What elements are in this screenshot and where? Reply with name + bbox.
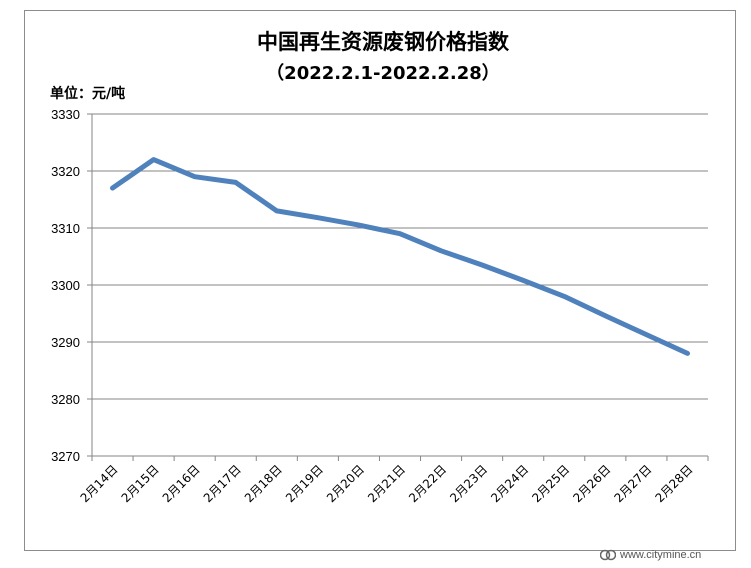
x-tick-label: 2月25日	[529, 462, 572, 505]
data-point	[276, 210, 278, 212]
x-tick-label: 2月28日	[653, 462, 696, 505]
y-tick-label: 3320	[51, 164, 80, 179]
y-tick-labels: 3270 3280 3290 3300 3310 3320 3330	[51, 107, 80, 464]
chart-frame	[24, 10, 736, 551]
data-point	[317, 217, 319, 219]
data-point	[235, 181, 237, 183]
chart-subtitle: （2022.2.1-2022.2.28）	[266, 63, 500, 84]
x-tick-label: 2月15日	[119, 462, 162, 505]
watermark-text: www.citymine.cn	[620, 549, 702, 561]
x-tick-label: 2月23日	[447, 462, 490, 505]
watermark: www.citymine.cn	[599, 549, 702, 561]
x-tick-label: 2月26日	[570, 462, 613, 505]
data-point	[563, 295, 565, 297]
y-tick-label: 3310	[51, 221, 80, 236]
y-tick-label: 3330	[51, 107, 80, 122]
y-tick-label: 3300	[51, 278, 80, 293]
data-point	[604, 315, 606, 317]
x-tick-labels: 2月14日2月15日2月16日2月17日2月18日2月19日2月20日2月21日…	[78, 462, 696, 505]
unit-label: 单位：元/吨	[50, 85, 125, 102]
data-point	[358, 224, 360, 226]
data-point	[686, 352, 688, 354]
grid-lines	[92, 113, 708, 400]
data-point	[522, 279, 524, 281]
x-tick-label: 2月24日	[488, 462, 531, 505]
y-tick-label: 3290	[51, 335, 80, 350]
x-tick-label: 2月17日	[201, 462, 244, 505]
x-tick-label: 2月16日	[160, 462, 203, 505]
data-point	[399, 233, 401, 235]
chart-title: 中国再生资源废钢价格指数	[257, 30, 510, 54]
x-tick-label: 2月27日	[611, 462, 654, 505]
y-tick-label: 3270	[51, 449, 80, 464]
series-line	[110, 157, 690, 356]
data-point	[481, 264, 483, 266]
x-tick-label: 2月20日	[324, 462, 367, 505]
x-tick-label: 2月19日	[283, 462, 326, 505]
citymine-logo-icon	[599, 549, 617, 561]
data-point	[440, 250, 442, 252]
x-tick-label: 2月21日	[365, 462, 408, 505]
data-point	[645, 334, 647, 336]
y-tick-label: 3280	[51, 392, 80, 407]
x-tick-label: 2月18日	[242, 462, 285, 505]
x-tick-label: 2月14日	[78, 462, 121, 505]
data-point	[112, 187, 114, 189]
data-point	[194, 176, 196, 178]
axes	[87, 113, 709, 461]
x-tick-label: 2月22日	[406, 462, 449, 505]
data-point	[153, 159, 155, 161]
series-layer	[110, 157, 690, 356]
